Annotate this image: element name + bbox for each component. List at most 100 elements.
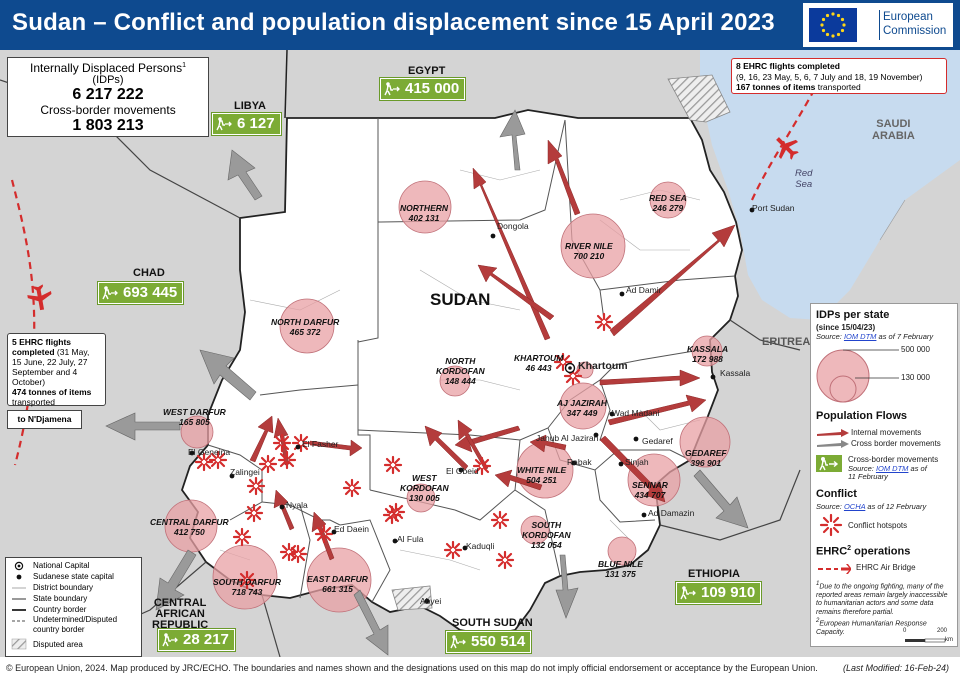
conflict-hotspot-icon xyxy=(314,524,334,544)
conflict-hotspots xyxy=(194,312,614,590)
chad-value: 693 445 xyxy=(123,284,178,301)
circle-south-kordofan xyxy=(520,515,550,545)
arrow-nd-east xyxy=(309,439,363,457)
city-dots xyxy=(189,207,755,604)
flights-east-box: 8 EHRC flights completed (9, 16, 23 May,… xyxy=(731,58,947,94)
flights-west-tonnes-line: 474 tonnes of items transported xyxy=(12,387,92,407)
person-arrow-icon xyxy=(102,286,118,300)
arrow-to-chad-west xyxy=(105,412,181,441)
city-janub-al-jazirah: Janub Al Jazirah xyxy=(536,433,599,443)
egypt-border xyxy=(284,50,288,119)
state-south-kordofan: SOUTH KORDOFAN 132 054 xyxy=(522,520,571,550)
logo-text-line-2: Commission xyxy=(883,25,947,37)
legend-conflict-source: Source: OCHA as of 12 February xyxy=(816,502,927,511)
flights-east-dates: (9, 16, 23 May, 5, 6, 7 July and 18, 19 … xyxy=(736,71,923,82)
state-east-darfur: EAST DARFUR 661 315 xyxy=(307,574,368,594)
country-sudan: SUDAN xyxy=(430,290,491,309)
footer: © European Union, 2024. Map produced by … xyxy=(0,657,960,679)
legend-size-large: 500 000 xyxy=(901,345,930,354)
south-sudan-value: 550 514 xyxy=(471,633,526,650)
legend-cross-source-date: 11 February xyxy=(848,472,888,481)
conflict-hotspot-icon xyxy=(232,527,252,547)
to-ndjamena-box: to N'Djamena xyxy=(7,410,82,429)
city-kassala: Kassala xyxy=(720,368,751,378)
cross-border-value: 1 803 213 xyxy=(72,117,144,134)
city-ad-damir: Ad Damir xyxy=(626,285,662,295)
legend-air-bridge: EHRC Air Bridge xyxy=(856,563,916,572)
cross-border-arrows xyxy=(105,109,749,656)
sudan-map xyxy=(0,50,960,657)
state-red-sea: RED SEA 246 279 xyxy=(649,193,687,213)
arrow-to-egypt xyxy=(499,109,526,171)
link-ocha[interactable]: OCHA xyxy=(843,502,866,511)
ethiopia-border xyxy=(659,469,801,541)
ethiopia-value: 109 910 xyxy=(701,584,756,601)
legend-country-border: Country border xyxy=(33,605,87,614)
internal-movement-arrows xyxy=(249,139,736,561)
car-name-1: CENTRAL xyxy=(153,597,207,609)
country-car: CENTRAL AFRICAN REPUBLIC xyxy=(152,598,208,631)
arrow-nyala-2 xyxy=(273,489,295,531)
arrow-to-port-sudan xyxy=(609,224,736,337)
car-name-2: AFRICAN xyxy=(155,608,205,620)
country-chad: CHAD xyxy=(133,267,165,279)
arrow-wk-2 xyxy=(424,425,469,471)
flights-west-box: 5 EHRC flights completed (31 May, 15 Jun… xyxy=(7,333,106,407)
car-value: 28 217 xyxy=(183,631,229,648)
arrow-to-chad-north xyxy=(199,349,257,401)
car-name-3: REPUBLIC xyxy=(152,619,209,631)
badge-libya: 6 127 xyxy=(211,112,282,136)
arrow-to-south-sudan-east xyxy=(555,554,579,619)
arrow-to-kassala xyxy=(599,369,701,387)
badge-car: 28 217 xyxy=(157,628,236,652)
conflict-hotspot-icon xyxy=(594,312,614,332)
ss-car-border xyxy=(261,594,281,657)
circle-north-darfur xyxy=(279,298,335,354)
arrow-north-2 xyxy=(477,264,555,321)
conflict-hotspot-icon xyxy=(472,456,492,476)
city-port-sudan: Port Sudan xyxy=(752,203,795,213)
legend-size-small: 130 000 xyxy=(901,373,930,382)
conflict-hotspot-icon xyxy=(383,455,403,475)
legend-internal-movements: Internal movements xyxy=(851,428,922,437)
national-capital-icon xyxy=(564,362,576,374)
disputed-area-halaib xyxy=(667,74,731,123)
circle-khartoum xyxy=(576,361,594,379)
conflict-hotspot-icon xyxy=(342,478,362,498)
person-arrow-icon xyxy=(216,117,232,131)
circle-river-nile xyxy=(560,213,626,279)
conflict-hotspot-icon xyxy=(194,452,214,472)
conflict-hotspot-icon xyxy=(272,433,292,453)
eu-flag-icon xyxy=(809,8,857,42)
flights-east-title: 8 EHRC flights completed xyxy=(736,61,840,71)
legend-idps-source: Source: IOM DTM as of 7 February xyxy=(816,332,934,341)
scale-zero: 0 xyxy=(903,628,907,634)
red-sea-water xyxy=(700,50,960,320)
conflict-hotspot-icon xyxy=(258,454,278,474)
state-sennar: SENNAR 434 707 xyxy=(632,480,668,500)
country-ethiopia: ETHIOPIA xyxy=(688,568,740,580)
state-west-kordofan: WEST KORDOFAN 130 005 xyxy=(400,473,449,503)
state-blue-nile: BLUE NILE 131 375 xyxy=(598,559,643,579)
city-gedaref: Gedaref xyxy=(642,436,673,446)
country-eritrea: ERITREA xyxy=(762,336,811,348)
arrow-wd-1 xyxy=(249,415,274,463)
state-khartoum: KHARTOUM 46 443 xyxy=(514,353,564,373)
legend-disputed-area: Disputed area xyxy=(33,640,83,649)
link-iom-dtm-cross[interactable]: IOM DTM xyxy=(875,464,909,473)
city-abyei: Abyei xyxy=(420,596,442,606)
idp-abbr: (IDPs) xyxy=(92,74,124,86)
conflict-hotspot-icon xyxy=(382,505,402,525)
arrow-wd-2 xyxy=(273,417,290,466)
conflict-hotspot-icon xyxy=(288,544,308,564)
city-el-fasher: El Fasher xyxy=(302,439,339,449)
link-iom-dtm-idps[interactable]: IOM DTM xyxy=(843,332,877,341)
arrow-to-car xyxy=(155,549,197,611)
person-arrow-icon xyxy=(162,633,178,647)
legend-cross-border-movements: Cross border movements xyxy=(851,439,941,448)
person-arrow-icon xyxy=(384,82,400,96)
country-saudi-arabia: SAUDI ARABIA xyxy=(872,118,915,142)
legend-flows-title: Population Flows xyxy=(816,410,908,422)
eritrea-border xyxy=(729,319,801,351)
plane-icon-east xyxy=(776,137,799,160)
